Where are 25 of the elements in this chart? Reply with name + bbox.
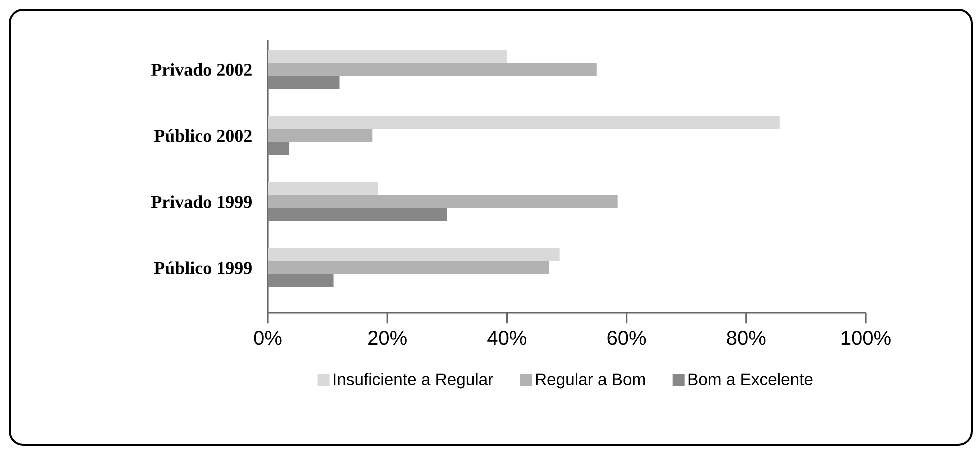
bar (268, 129, 373, 142)
x-tick-label: 20% (368, 331, 407, 346)
legend-label: Regular a Bom (536, 373, 646, 389)
y-tick-label: Público 1999 (154, 262, 252, 274)
x-tick-label: 60% (608, 331, 646, 346)
x-tick-label: 80% (727, 331, 766, 346)
bar (268, 116, 780, 130)
legend-label: Bom a Excelente (688, 373, 813, 386)
bar (268, 63, 597, 76)
y-tick-label: Público 2002 (154, 129, 252, 142)
bar (268, 182, 378, 196)
bar (268, 208, 448, 222)
x-tick-label: 100% (842, 331, 891, 346)
bar (268, 195, 618, 208)
x-tick-label: 0% (254, 331, 282, 346)
x-tick-label: 40% (488, 331, 526, 346)
bar (268, 248, 560, 262)
y-tick-label: Privado 2002 (151, 63, 252, 76)
y-tick-label: Privado 1999 (151, 196, 252, 208)
bar (268, 76, 340, 90)
bar (268, 142, 290, 156)
bar (268, 274, 334, 288)
legend-label: Insuficiente a Regular (334, 373, 494, 389)
bar (268, 262, 550, 275)
bar (268, 50, 508, 64)
